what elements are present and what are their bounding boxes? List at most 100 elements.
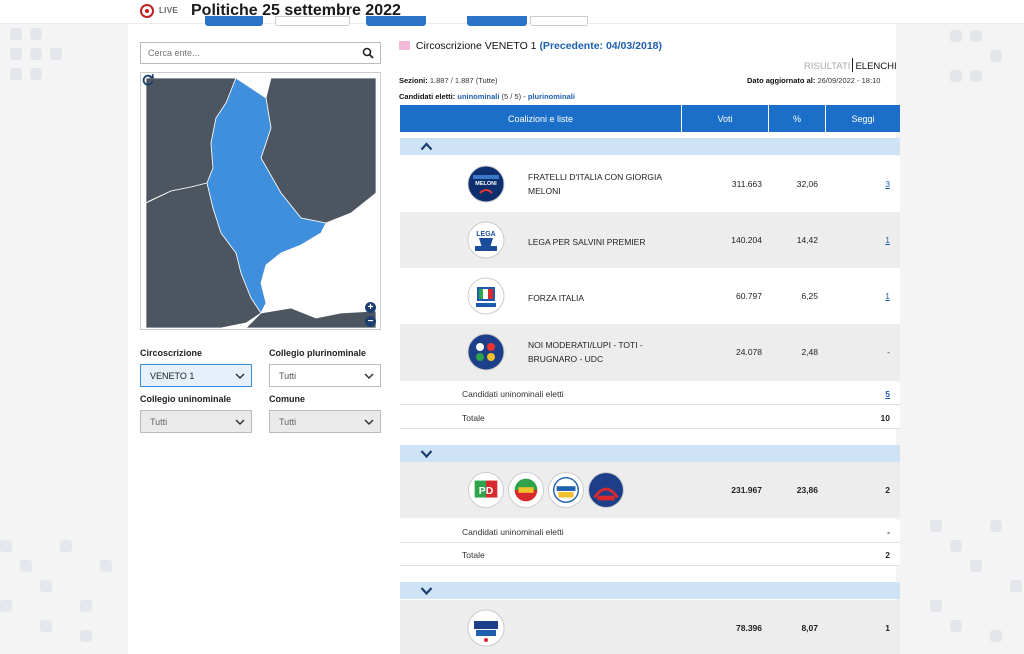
impegno-civico-logo <box>588 472 624 508</box>
table-row: PD 231.967 23,86 2 <box>400 462 900 518</box>
column-header-coalizioni: Coalizioni e liste <box>400 105 682 132</box>
table-row: 78.396 8,07 1 <box>400 600 900 654</box>
verdi-sinistra-logo <box>508 472 544 508</box>
nav-tab[interactable] <box>467 16 527 26</box>
chevron-down-icon[interactable] <box>420 449 433 458</box>
uninominali-count: (5 / 5) <box>501 92 522 101</box>
nav-tab[interactable] <box>530 16 588 26</box>
coalition-seats: 1 <box>885 623 890 633</box>
search-box <box>140 42 381 64</box>
live-record-icon <box>140 4 154 18</box>
table-row: NOI MODERATI/LUPI - TOTI - BRUGNARO - UD… <box>400 324 900 381</box>
circoscrizione-title: Circoscrizione VENETO 1 (Precedente: 04/… <box>399 40 662 52</box>
party-percent: 6,25 <box>801 291 818 301</box>
calenda-logo <box>467 609 505 647</box>
uninominali-value: - <box>887 527 890 537</box>
uninominali-label: Candidati uninominali eletti <box>462 527 564 537</box>
plurinominali-link[interactable]: plurinominali <box>527 92 575 101</box>
coalition-header-collapsed[interactable] <box>400 445 900 462</box>
column-header-seggi: Seggi <box>851 113 875 124</box>
lists-tab[interactable]: ELENCHI <box>855 61 897 72</box>
party-seats: 1 <box>840 291 890 301</box>
uninominale-value: Tutti <box>150 417 168 427</box>
comune-label: Comune <box>269 394 305 404</box>
zoom-out-button[interactable]: − <box>365 316 376 327</box>
previous-election-link[interactable]: (Precedente: 04/03/2018) <box>539 40 663 52</box>
total-value: 2 <box>885 550 890 560</box>
nav-tab[interactable] <box>275 16 350 26</box>
chevron-up-icon[interactable] <box>420 142 433 151</box>
party-seats-link[interactable]: 1 <box>885 291 890 301</box>
fratelli-italia-logo: MELONI <box>467 165 505 203</box>
zoom-in-button[interactable]: + <box>365 302 376 313</box>
pd-logo: PD <box>468 472 504 508</box>
chevron-down-icon[interactable] <box>420 586 433 595</box>
party-votes: 24.078 <box>736 347 762 357</box>
circoscrizione-select[interactable]: VENETO 1 <box>140 364 252 387</box>
search-icon[interactable] <box>362 47 374 59</box>
party-seats-link[interactable]: 1 <box>885 235 890 245</box>
total-row: Totale 2 <box>400 543 900 566</box>
total-value: 10 <box>880 413 890 423</box>
elected-label: Candidati eletti: <box>399 92 456 101</box>
uninominali-label: Candidati uninominali eletti <box>462 389 564 399</box>
map-area-sea-south[interactable] <box>245 307 377 329</box>
nav-tab[interactable] <box>205 16 263 26</box>
comune-select[interactable]: Tutti <box>269 410 381 433</box>
total-label: Totale <box>462 550 485 560</box>
circoscrizione-value: VENETO 1 <box>150 371 195 381</box>
party-seats: 3 <box>840 179 890 189</box>
party-seats: 1 <box>840 235 890 245</box>
coalition-header-collapsed[interactable] <box>400 582 900 599</box>
total-row: Totale 10 <box>400 406 900 429</box>
refresh-icon[interactable] <box>141 73 155 87</box>
coalition-seats: 2 <box>885 485 890 495</box>
comune-value: Tutti <box>279 417 297 427</box>
party-percent: 32,06 <box>796 179 818 189</box>
table-row: MELONI FRATELLI D'ITALIA CON GIORGIA MEL… <box>400 156 900 212</box>
coalition-percent: 8,07 <box>801 623 818 633</box>
coalition-percent: 23,86 <box>796 485 818 495</box>
update-info: Dato aggiornato al: 26/09/2022 - 18:10 <box>747 76 880 85</box>
folder-icon <box>399 41 410 50</box>
sections-value: 1.887 / 1.887 (Tutte) <box>429 76 498 85</box>
uninominali-link[interactable]: uninominali <box>457 92 500 101</box>
chevron-down-icon <box>235 419 245 426</box>
circoscrizione-name: Circoscrizione VENETO 1 <box>415 40 537 52</box>
coalition-votes: 78.396 <box>736 623 762 633</box>
noi-moderati-logo <box>467 333 505 371</box>
column-header-percent: % <box>769 105 826 132</box>
party-votes: 60.797 <box>736 291 762 301</box>
results-table-header: Coalizioni e liste Voti % Seggi <box>400 105 900 132</box>
table-row: FORZA ITALIA 60.797 6,25 1 <box>400 268 900 324</box>
uninominale-select[interactable]: Tutti <box>140 410 252 433</box>
party-seats: - <box>887 347 890 357</box>
party-percent: 2,48 <box>801 347 818 357</box>
sections-info: Sezioni: 1.887 / 1.887 (Tutte) <box>399 76 498 85</box>
sections-label: Sezioni: <box>399 76 428 85</box>
coalition-header-expanded[interactable] <box>400 138 900 155</box>
party-name: FRATELLI D'ITALIA CON GIORGIA MELONI <box>528 172 662 196</box>
updated-label: Dato aggiornato al: <box>747 76 816 85</box>
party-seats-link[interactable]: 3 <box>885 179 890 189</box>
uninominali-summary-row: Candidati uninominali eletti - <box>400 520 900 543</box>
uninominali-value-link[interactable]: 5 <box>885 389 890 399</box>
table-row: LEGA LEGA PER SALVINI PREMIER 140.204 14… <box>400 212 900 268</box>
nav-tab[interactable] <box>366 16 426 26</box>
svg-text:PD: PD <box>479 486 494 497</box>
plurinominale-value: Tutti <box>279 371 297 381</box>
europa-logo <box>548 472 584 508</box>
page-title: Politiche 25 settembre 2022 <box>191 2 401 19</box>
plurinominale-select[interactable]: Tutti <box>269 364 381 387</box>
results-tab[interactable]: RISULTATI <box>804 61 851 72</box>
top-bar: LIVE Politiche 25 settembre 2022 <box>0 0 1024 26</box>
coalition-votes: 231.967 <box>731 485 762 495</box>
updated-value: 26/09/2022 - 18:10 <box>817 76 881 85</box>
column-header-voti: Voti <box>682 105 769 132</box>
region-map[interactable]: + − <box>140 72 381 330</box>
map-area-veneto-1[interactable] <box>206 77 327 314</box>
uninominali-summary-row: Candidati uninominali eletti 5 <box>400 382 900 405</box>
party-votes: 140.204 <box>731 235 762 245</box>
search-input[interactable] <box>141 43 351 63</box>
